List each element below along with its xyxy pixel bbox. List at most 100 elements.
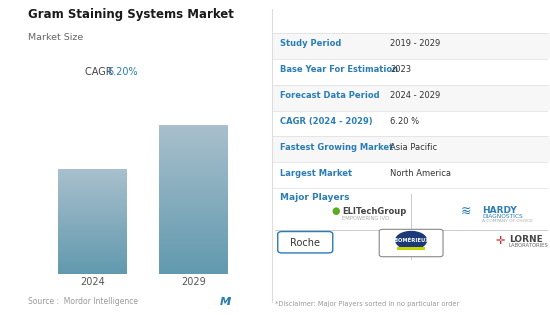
Bar [58, 206, 127, 207]
Bar [159, 242, 228, 243]
Bar [159, 246, 228, 247]
Bar [159, 130, 228, 131]
Text: I: I [227, 297, 231, 307]
Bar [159, 207, 228, 208]
Bar [159, 147, 228, 148]
Bar [159, 165, 228, 166]
Bar [58, 169, 127, 170]
Bar [159, 141, 228, 142]
Bar [159, 143, 228, 144]
Bar [159, 216, 228, 217]
Bar [159, 191, 228, 192]
Bar [159, 258, 228, 259]
Bar [159, 273, 228, 274]
Bar [58, 200, 127, 201]
Bar [58, 246, 127, 247]
Bar [58, 273, 127, 274]
Bar [159, 157, 228, 158]
Bar [58, 233, 127, 234]
Bar [159, 169, 228, 170]
Bar [159, 236, 228, 237]
Bar [159, 159, 228, 160]
Bar [159, 188, 228, 189]
Bar [58, 243, 127, 244]
Bar [159, 212, 228, 213]
Bar [159, 249, 228, 250]
Bar [159, 232, 228, 233]
Bar [159, 167, 228, 168]
Bar [58, 197, 127, 198]
Text: *Disclaimer: Major Players sorted in no particular order: *Disclaimer: Major Players sorted in no … [275, 301, 459, 307]
Bar [159, 133, 228, 134]
Bar [58, 175, 127, 176]
Bar [159, 248, 228, 249]
Bar [159, 264, 228, 265]
Bar [159, 241, 228, 242]
Bar [159, 225, 228, 226]
Bar [58, 257, 127, 258]
Text: Fastest Growing Market: Fastest Growing Market [280, 143, 394, 152]
Bar [58, 177, 127, 178]
Bar [58, 182, 127, 183]
Bar [159, 270, 228, 271]
Bar [159, 163, 228, 164]
Text: M: M [220, 297, 231, 307]
Bar [159, 235, 228, 236]
Bar [159, 229, 228, 230]
Text: Study Period: Study Period [280, 39, 342, 49]
Bar [159, 215, 228, 216]
Bar [58, 268, 127, 269]
Bar [58, 207, 127, 208]
Bar [159, 183, 228, 184]
Bar [159, 240, 228, 241]
Bar [58, 269, 127, 270]
Bar [159, 237, 228, 238]
Bar [159, 182, 228, 183]
Bar [159, 244, 228, 245]
Bar [159, 180, 228, 181]
Bar [58, 259, 127, 260]
Bar [58, 266, 127, 267]
Bar [58, 176, 127, 177]
Bar [159, 189, 228, 190]
Bar [159, 272, 228, 273]
Bar [58, 224, 127, 225]
Bar [159, 271, 228, 272]
Bar [159, 137, 228, 138]
Bar [159, 125, 228, 126]
Bar [58, 204, 127, 205]
Bar [58, 196, 127, 197]
Bar [58, 265, 127, 266]
Bar [159, 245, 228, 246]
Bar [58, 230, 127, 231]
Text: ●: ● [332, 206, 340, 216]
Bar [159, 134, 228, 135]
Bar [58, 213, 127, 214]
Bar [159, 175, 228, 176]
Bar [159, 233, 228, 234]
Bar [159, 170, 228, 171]
Bar [159, 139, 228, 140]
Text: Forecast Data Period: Forecast Data Period [280, 91, 380, 100]
Bar [159, 265, 228, 266]
Bar [159, 228, 228, 229]
Bar [159, 131, 228, 132]
Bar [159, 152, 228, 153]
Bar [58, 181, 127, 182]
Bar [58, 258, 127, 259]
Bar [159, 160, 228, 161]
Bar [58, 256, 127, 257]
Text: LABORATORIES: LABORATORIES [509, 243, 548, 248]
Bar [58, 264, 127, 265]
Bar [58, 241, 127, 242]
Bar [159, 136, 228, 137]
Bar [58, 262, 127, 263]
Bar [58, 171, 127, 172]
Bar [58, 179, 127, 180]
Text: ≋: ≋ [460, 205, 471, 218]
Bar [159, 132, 228, 133]
Bar [159, 255, 228, 256]
Text: HARDY: HARDY [482, 206, 516, 215]
Text: DIAGNOSTICS: DIAGNOSTICS [482, 214, 522, 219]
Bar [58, 220, 127, 221]
